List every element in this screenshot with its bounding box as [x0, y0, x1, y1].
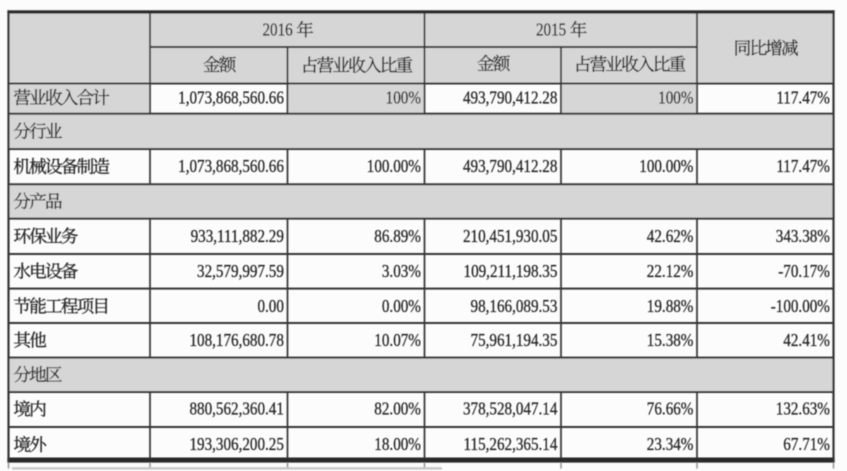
svg-text:132.63%: 132.63%: [776, 398, 830, 419]
svg-text:2016: 2016: [262, 19, 292, 40]
svg-text:15.38%: 15.38%: [647, 330, 694, 351]
svg-text:86.89%: 86.89%: [374, 226, 421, 247]
svg-text:0.00: 0.00: [257, 296, 283, 317]
svg-text:117.47%: 117.47%: [776, 156, 830, 177]
svg-text:2015: 2015: [536, 19, 566, 40]
svg-text:343.38%: 343.38%: [776, 226, 830, 247]
svg-text:210,451,930.05: 210,451,930.05: [463, 226, 557, 247]
svg-text:117.47%: 117.47%: [776, 87, 830, 108]
svg-text:-70.17%: -70.17%: [778, 261, 830, 282]
svg-text:67.71%: 67.71%: [783, 434, 830, 455]
svg-text:0.00%: 0.00%: [382, 296, 421, 317]
svg-text:42.62%: 42.62%: [647, 226, 694, 247]
svg-text:1,073,868,560.66: 1,073,868,560.66: [178, 87, 284, 108]
svg-text:75,961,194.35: 75,961,194.35: [471, 330, 558, 351]
svg-text:32,579,997.59: 32,579,997.59: [197, 261, 284, 282]
svg-text:19.88%: 19.88%: [647, 296, 694, 317]
svg-text:82.00%: 82.00%: [374, 398, 421, 419]
svg-text:493,790,412.28: 493,790,412.28: [463, 156, 557, 177]
svg-text:933,111,882.29: 933,111,882.29: [191, 226, 284, 247]
svg-text:880,562,360.41: 880,562,360.41: [189, 398, 283, 419]
svg-text:23.34%: 23.34%: [647, 434, 694, 455]
svg-text:378,528,047.14: 378,528,047.14: [463, 398, 558, 419]
svg-text:100.00%: 100.00%: [367, 156, 421, 177]
svg-text:10.07%: 10.07%: [374, 330, 421, 351]
svg-text:22.12%: 22.12%: [647, 261, 694, 282]
svg-text:100%: 100%: [658, 87, 693, 108]
svg-text:98,166,089.53: 98,166,089.53: [471, 296, 558, 317]
svg-text:115,262,365.14: 115,262,365.14: [464, 434, 558, 455]
svg-text:193,306,200.25: 193,306,200.25: [189, 434, 283, 455]
svg-text:42.41%: 42.41%: [783, 330, 830, 351]
svg-text:3.03%: 3.03%: [382, 261, 421, 282]
svg-text:-100.00%: -100.00%: [771, 296, 830, 317]
svg-text:493,790,412.28: 493,790,412.28: [463, 87, 557, 108]
svg-text:109,211,198.35: 109,211,198.35: [464, 261, 558, 282]
svg-text:1,073,868,560.66: 1,073,868,560.66: [178, 156, 284, 177]
svg-text:100%: 100%: [386, 87, 421, 108]
svg-text:76.66%: 76.66%: [647, 398, 694, 419]
svg-text:100.00%: 100.00%: [639, 156, 693, 177]
svg-text:108,176,680.78: 108,176,680.78: [189, 330, 283, 351]
svg-text:18.00%: 18.00%: [374, 434, 421, 455]
